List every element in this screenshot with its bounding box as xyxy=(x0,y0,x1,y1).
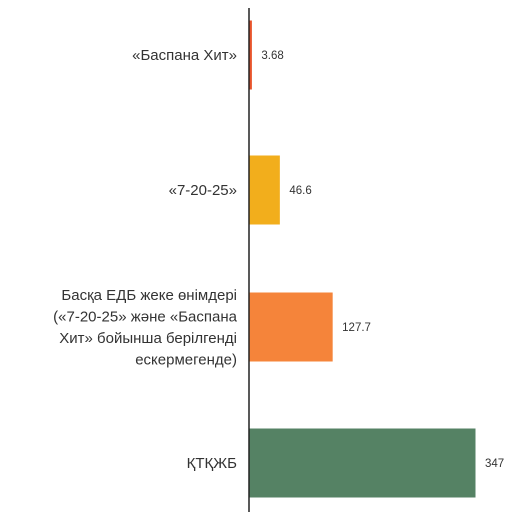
value-label-0: 3.68 xyxy=(261,50,283,62)
category-label-0-line-0: «Баспана Хит» xyxy=(132,47,237,64)
value-label-1: 46.6 xyxy=(289,185,311,197)
category-labels-group: «Баспана Хит» «7-20-25» Басқа ЕДБ жеке өні… xyxy=(53,47,237,472)
category-label-1-line-0: «7-20-25» xyxy=(169,182,237,199)
category-label-3-line-0: ҚТҚЖБ xyxy=(187,455,237,472)
category-label-2-line-0: Басқа ЕДБ жеке өнімдері xyxy=(61,287,237,304)
category-label-1: «7-20-25» xyxy=(169,182,237,199)
bar-0 xyxy=(249,20,252,90)
category-label-3: ҚТҚЖБ xyxy=(187,455,237,472)
bar-1 xyxy=(249,155,280,225)
value-label-2: 127.7 xyxy=(342,322,371,334)
value-label-3: 347 xyxy=(485,458,504,470)
bar-2 xyxy=(249,292,333,362)
category-label-2-line-3: ескермегенде) xyxy=(135,351,237,368)
category-label-2-line-1: («7-20-25» және «Баспана xyxy=(53,308,237,325)
bar-3 xyxy=(249,428,476,498)
category-label-0: «Баспана Хит» xyxy=(132,47,237,64)
value-labels-group: 3.68 46.6 127.7 347 xyxy=(261,50,504,470)
bars-group xyxy=(249,20,476,498)
category-label-2: Басқа ЕДБ жеке өнімдері («7-20-25» және «… xyxy=(53,287,237,369)
category-label-2-line-2: Хит» бойынша берілгенді xyxy=(59,330,237,347)
